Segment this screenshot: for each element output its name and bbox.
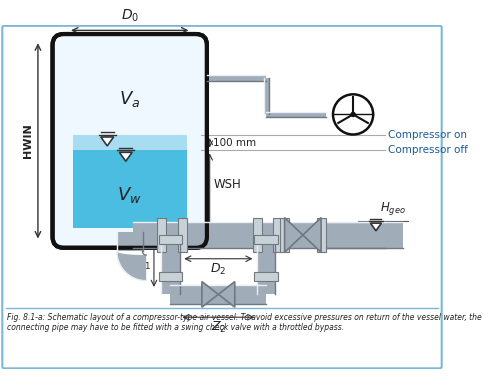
Bar	[257, 235, 275, 294]
Text: Fig. 8.1-a: Schematic layout of a compressor-type air vessel. To avoid excessive: Fig. 8.1-a: Schematic layout of a compre…	[7, 313, 482, 332]
Bar	[264, 78, 269, 114]
Polygon shape	[303, 218, 321, 252]
Text: $V_a$: $V_a$	[119, 89, 141, 109]
FancyBboxPatch shape	[2, 26, 441, 368]
Text: $Z_2$: $Z_2$	[211, 320, 226, 335]
Text: $V_w$: $V_w$	[117, 185, 142, 205]
Text: $Z_1$: $Z_1$	[153, 191, 168, 206]
Text: Compressor on: Compressor on	[388, 130, 467, 140]
Bar	[170, 285, 266, 303]
Polygon shape	[101, 137, 114, 146]
Bar	[72, 135, 187, 150]
Bar	[316, 218, 326, 252]
Text: $H_{geo}$: $H_{geo}$	[381, 200, 406, 217]
Bar	[117, 232, 142, 251]
Bar	[158, 235, 182, 244]
Bar	[161, 235, 180, 294]
Bar	[158, 271, 182, 280]
Text: 100 mm: 100 mm	[213, 138, 256, 148]
Bar	[178, 218, 187, 252]
Text: ZB: ZB	[213, 226, 229, 239]
Bar	[156, 218, 166, 252]
Bar	[321, 222, 403, 248]
Polygon shape	[284, 218, 303, 252]
Bar	[280, 218, 289, 252]
Bar	[273, 218, 282, 252]
Bar	[255, 271, 278, 280]
Circle shape	[333, 94, 373, 135]
Bar	[133, 222, 385, 248]
Polygon shape	[119, 152, 132, 161]
Polygon shape	[202, 282, 218, 307]
Bar	[207, 75, 266, 81]
Text: $D_0$: $D_0$	[121, 8, 139, 24]
FancyBboxPatch shape	[53, 34, 207, 248]
Circle shape	[350, 112, 356, 117]
Bar	[253, 218, 262, 252]
Text: HWIN: HWIN	[23, 124, 33, 158]
Bar	[266, 112, 326, 117]
Polygon shape	[370, 223, 382, 231]
Text: $D_1$: $D_1$	[135, 257, 151, 272]
Text: Compressor off: Compressor off	[388, 146, 468, 155]
Text: $D_2$: $D_2$	[210, 262, 227, 277]
Bar	[255, 235, 278, 244]
Text: WSH: WSH	[213, 178, 241, 191]
Bar	[72, 150, 187, 228]
Polygon shape	[218, 282, 235, 307]
